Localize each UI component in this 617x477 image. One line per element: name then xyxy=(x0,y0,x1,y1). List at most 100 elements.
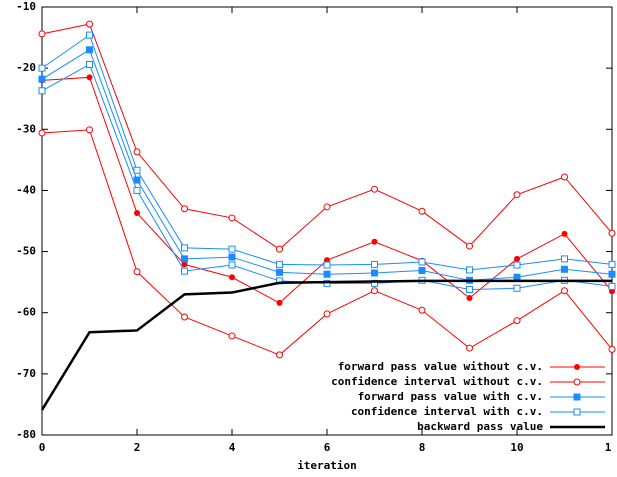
data-point xyxy=(276,299,283,306)
data-point xyxy=(466,242,473,250)
x-tick-label: 2 xyxy=(134,441,141,454)
data-point xyxy=(133,268,141,276)
data-point xyxy=(228,332,236,340)
data-point xyxy=(513,261,521,269)
series-line xyxy=(41,129,613,356)
legend-label: forward pass value with c.v. xyxy=(358,390,543,403)
x-tick-label: 6 xyxy=(324,441,331,454)
data-point xyxy=(133,186,141,194)
data-point xyxy=(228,261,236,269)
data-point xyxy=(133,166,141,174)
y-tick-label: -60 xyxy=(16,306,36,319)
data-point xyxy=(513,317,521,325)
x-tick-label: 0 xyxy=(39,441,46,454)
y-tick-label: -70 xyxy=(16,367,36,380)
x-tick-label: 1 xyxy=(605,441,612,454)
data-point xyxy=(608,260,616,268)
data-point xyxy=(38,30,46,38)
data-point xyxy=(276,351,283,359)
legend-marker xyxy=(573,408,581,416)
data-point xyxy=(561,255,568,263)
data-point xyxy=(513,191,521,199)
y-tick-label: -80 xyxy=(16,428,36,441)
data-point xyxy=(134,210,140,217)
data-point xyxy=(38,129,46,137)
data-point xyxy=(466,295,473,302)
data-point xyxy=(514,255,520,262)
legend-marker xyxy=(573,378,581,386)
data-point xyxy=(133,148,141,156)
data-point xyxy=(418,267,426,275)
data-point xyxy=(323,203,331,211)
data-point xyxy=(229,274,235,281)
data-point xyxy=(228,245,236,253)
data-point xyxy=(86,60,93,68)
legend-label: backward pass value xyxy=(417,420,543,433)
data-point xyxy=(371,260,378,268)
data-point xyxy=(371,269,378,277)
data-point xyxy=(608,282,616,290)
data-point xyxy=(561,173,568,181)
x-axis-label: iteration xyxy=(297,459,357,472)
y-tick-label: -50 xyxy=(16,245,36,258)
data-point xyxy=(561,287,568,295)
data-point xyxy=(561,230,568,237)
data-point xyxy=(371,287,378,295)
data-point xyxy=(276,268,283,276)
data-point xyxy=(181,205,188,213)
legend-marker xyxy=(574,364,580,370)
data-point xyxy=(371,238,378,245)
data-point xyxy=(86,46,93,54)
data-point xyxy=(276,245,283,253)
data-point xyxy=(323,310,331,318)
legend-label: confidence interval without c.v. xyxy=(331,375,543,388)
data-point xyxy=(228,214,236,222)
data-point xyxy=(86,31,93,39)
x-tick-label: 10 xyxy=(510,441,523,454)
y-tick-label: -40 xyxy=(16,183,36,196)
y-tick-label: -30 xyxy=(16,122,36,135)
data-point xyxy=(561,265,568,273)
data-point xyxy=(228,253,236,261)
series-line xyxy=(41,34,613,271)
data-point xyxy=(181,244,188,252)
data-point xyxy=(608,345,616,353)
y-tick-label: -20 xyxy=(16,61,36,74)
series-line xyxy=(41,76,613,304)
x-tick-label: 8 xyxy=(419,441,426,454)
data-point xyxy=(323,261,331,269)
series-line xyxy=(40,279,612,411)
data-point xyxy=(371,185,378,193)
data-point xyxy=(181,255,188,263)
data-point xyxy=(466,344,473,352)
data-point xyxy=(86,20,93,28)
data-point xyxy=(466,285,473,293)
data-point xyxy=(608,229,616,237)
data-point xyxy=(513,273,521,281)
data-point xyxy=(608,270,616,278)
data-point xyxy=(418,306,426,314)
legend-label: confidence interval with c.v. xyxy=(351,405,543,418)
data-point xyxy=(38,75,46,83)
data-point xyxy=(181,261,188,268)
legend-label: forward pass value without c.v. xyxy=(338,360,543,373)
data-point xyxy=(86,126,93,134)
series-line xyxy=(41,23,613,250)
data-point xyxy=(86,74,93,81)
data-point xyxy=(181,267,188,275)
data-point xyxy=(418,207,426,215)
data-point xyxy=(181,313,188,321)
series-line xyxy=(41,63,613,290)
data-point xyxy=(133,176,141,184)
data-point xyxy=(38,64,46,72)
data-point xyxy=(466,266,473,274)
data-point xyxy=(323,270,331,278)
data-point xyxy=(276,260,283,268)
y-tick-label: -10 xyxy=(16,0,36,13)
data-point xyxy=(513,284,521,292)
x-tick-label: 4 xyxy=(229,441,236,454)
data-point xyxy=(418,258,426,266)
legend-marker xyxy=(573,393,581,401)
data-point xyxy=(38,87,46,95)
